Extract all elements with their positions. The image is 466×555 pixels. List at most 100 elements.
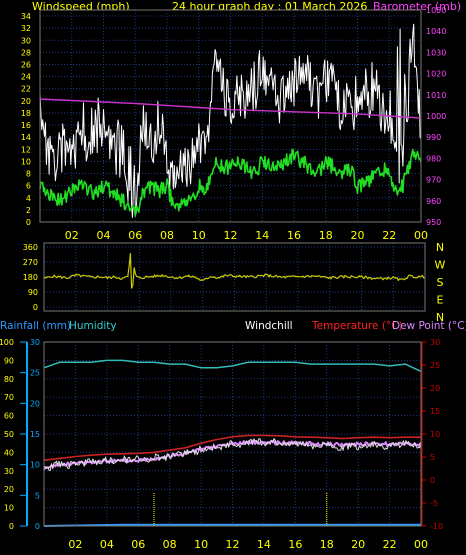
temperature-tick-label: 10: [430, 430, 440, 439]
temp-time-axis: 02 04 06 08 10 12 14 16 18 20 22 00: [68, 538, 428, 551]
barometer-tick-label: 950: [426, 218, 441, 227]
barometer-tick-label: 1010: [426, 91, 446, 100]
rainfall-axis-ticks: 0 5 10 15 20 25 30: [20, 338, 40, 531]
temperature-tick-label: -10: [430, 522, 443, 531]
windspeed-tick-label: 20: [21, 97, 31, 106]
barometer-tick-label: 1000: [426, 112, 446, 121]
humidity-tick-label: 50: [4, 430, 14, 439]
direction-tick-label: 180: [23, 273, 38, 282]
windspeed-tick-label: 14: [21, 133, 31, 142]
temperature-axis-ticks: -10 -5 0 5 10 15 20 25 30: [421, 338, 443, 531]
temperature-line: [43, 434, 421, 461]
temperature-tick-label: 5: [430, 453, 435, 462]
humidity-tick-label: 40: [4, 448, 14, 457]
direction-degree-ticks: 0 90 180 270 360: [23, 243, 38, 312]
dewpoint-line: [43, 439, 422, 471]
time-tick-label: 18: [320, 538, 334, 551]
wind-direction-line: [43, 253, 426, 289]
temperature-tick-label: -5: [430, 499, 438, 508]
rainfall-tick-label: 0: [35, 522, 40, 531]
windspeed-tick-label: 6: [26, 182, 31, 191]
direction-tick-label: 360: [23, 243, 38, 252]
compass-letter: N: [436, 241, 444, 254]
windspeed-tick-label: 10: [21, 157, 31, 166]
time-tick-label: 00: [414, 229, 428, 242]
humidity-tick-label: 0: [9, 522, 14, 531]
windspeed-tick-label: 4: [26, 194, 31, 203]
barometer-tick-label: 970: [426, 176, 441, 185]
time-tick-label: 02: [65, 229, 79, 242]
humidity-tick-label: 60: [4, 412, 14, 421]
time-tick-label: 14: [255, 229, 269, 242]
temp-panel-frame: [43, 341, 422, 527]
time-tick-label: 08: [163, 538, 177, 551]
time-tick-label: 04: [100, 538, 114, 551]
humidity-tick-label: 90: [4, 356, 14, 365]
wind-series: [39, 23, 422, 218]
direction-tick-label: 270: [23, 258, 38, 267]
windspeed-tick-label: 30: [21, 36, 31, 45]
time-tick-label: 12: [224, 229, 238, 242]
wind-panel-grid: [40, 10, 422, 223]
time-tick-label: 02: [68, 538, 82, 551]
average-wind-line: [39, 148, 422, 217]
windspeed-tick-label: 34: [21, 12, 31, 21]
windchill-legend-label: Windchill: [245, 320, 293, 332]
windspeed-tick-label: 22: [21, 85, 31, 94]
windspeed-tick-label: 26: [21, 61, 31, 70]
windspeed-tick-label: 32: [21, 24, 31, 33]
time-tick-label: 10: [192, 229, 206, 242]
time-tick-label: 10: [194, 538, 208, 551]
direction-panel-frame: [43, 242, 426, 312]
time-tick-label: 16: [287, 229, 301, 242]
rainfall-tick-label: 30: [30, 338, 40, 347]
humidity-tick-label: 100: [0, 338, 14, 347]
humidity-legend-label: Humidity: [69, 320, 117, 332]
time-tick-label: 06: [128, 229, 142, 242]
humidity-axis-ticks: 0 10 20 30 40 50 60 70 80 90 100: [0, 338, 14, 531]
time-tick-label: 08: [160, 229, 174, 242]
temperature-tick-label: 20: [430, 384, 440, 393]
barometer-axis-ticks: 950 960 970 980 990 1000 1010 1020 1030 1040 1050: [426, 6, 446, 227]
time-tick-label: 22: [382, 229, 396, 242]
humidity-tick-label: 80: [4, 375, 14, 384]
rainfall-tick-label: 25: [30, 369, 40, 378]
humidity-tick-label: 10: [4, 504, 14, 513]
time-tick-label: 14: [257, 538, 271, 551]
time-tick-label: 04: [97, 229, 111, 242]
compass-letter: E: [437, 294, 444, 307]
barometer-tick-label: 1050: [426, 6, 446, 15]
barometer-tick-label: 1040: [426, 27, 446, 36]
windspeed-tick-label: 18: [21, 109, 31, 118]
barometer-tick-label: 1030: [426, 48, 446, 57]
barometer-line: [39, 98, 422, 119]
windchill-line: [43, 438, 422, 471]
rainfall-axis-title: Rainfall (mm): [0, 320, 71, 332]
humidity-tick-label: 30: [4, 467, 14, 476]
time-tick-label: 20: [351, 229, 365, 242]
compass-letter: W: [435, 259, 446, 272]
wind-time-axis: 02 04 06 08 10 12 14 16 18 20 22 00: [65, 229, 428, 242]
barometer-tick-label: 1020: [426, 70, 446, 79]
windspeed-tick-label: 16: [21, 121, 31, 130]
windspeed-tick-label: 8: [26, 170, 31, 179]
dewpoint-legend-label: Dew Point (°C): [392, 320, 466, 332]
barometer-tick-label: 990: [426, 133, 441, 142]
time-tick-label: 20: [351, 538, 365, 551]
wind-panel-frame: [39, 9, 422, 223]
windspeed-tick-label: 2: [26, 206, 31, 215]
barometer-tick-label: 960: [426, 197, 441, 206]
time-tick-label: 00: [414, 538, 428, 551]
time-tick-label: 12: [226, 538, 240, 551]
time-tick-label: 22: [383, 538, 397, 551]
temperature-tick-label: 30: [430, 338, 440, 347]
time-tick-label: 18: [319, 229, 333, 242]
direction-tick-label: 90: [28, 288, 38, 297]
compass-letter: N: [436, 311, 444, 324]
time-tick-label: 16: [288, 538, 302, 551]
